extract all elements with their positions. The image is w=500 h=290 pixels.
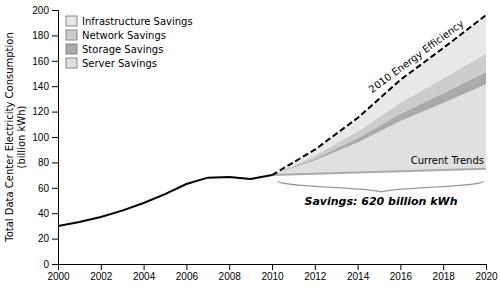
tick-label: 180: [32, 30, 49, 41]
tick-mark: [52, 137, 58, 138]
area: [272, 15, 486, 175]
tick-label: 2002: [90, 271, 113, 282]
tick: 2004: [133, 264, 156, 282]
tick: 80: [38, 157, 58, 168]
tick-label: 2018: [433, 271, 456, 282]
tick-mark: [358, 264, 359, 270]
tick: 160: [32, 56, 58, 67]
tick-label: 2000: [47, 271, 70, 282]
tick-label: 2008: [219, 271, 242, 282]
tick-label: 2020: [475, 271, 498, 282]
tick-mark: [101, 264, 102, 270]
tick-mark: [52, 162, 58, 163]
tick: 2014: [347, 264, 370, 282]
lines: [58, 15, 486, 226]
labels: Current Trends 2010 Energy Efficiency Savi…: [278, 18, 484, 208]
tick-label: 100: [32, 132, 49, 143]
legend-item: Server Savings: [66, 58, 157, 69]
tick: 2008: [219, 264, 242, 282]
tick: 120: [32, 106, 58, 117]
tick: 180: [32, 30, 58, 41]
legend: Infrastructure Savings Network Savings Sto…: [66, 16, 193, 69]
tick-mark: [52, 86, 58, 87]
tick-mark: [52, 239, 58, 240]
tick: 0: [43, 259, 58, 270]
legend-swatch: [66, 30, 77, 40]
y-axis: 0 20 40 60 80 100 120 140 160 180 200: [32, 5, 58, 270]
legend-swatch: [66, 16, 77, 26]
tick: 2020: [475, 264, 498, 282]
tick: 20: [38, 233, 58, 244]
tick: 40: [38, 208, 58, 219]
legend-label: Storage Savings: [82, 44, 163, 55]
tick-label: 80: [38, 157, 50, 168]
axis-line: [59, 265, 487, 271]
tick-mark: [144, 264, 145, 270]
series-label: Current Trends: [411, 155, 484, 166]
line: [272, 169, 486, 175]
tick: 140: [32, 81, 58, 92]
tick: 2006: [176, 264, 199, 282]
tick-mark: [52, 264, 58, 265]
tick-mark: [400, 264, 401, 270]
annotation: Savings: 620 billion kWh: [304, 195, 457, 208]
tick-label: 0: [43, 259, 49, 270]
tick: 60: [38, 183, 58, 194]
legend-swatch: [66, 58, 77, 68]
tick-mark: [186, 264, 187, 270]
areas: [272, 15, 486, 175]
tick-mark: [272, 264, 273, 270]
tick-mark: [486, 264, 487, 270]
tick-mark: [52, 61, 58, 62]
tick: 2012: [304, 264, 327, 282]
tick-label: 60: [38, 183, 50, 194]
tick: 200: [32, 5, 58, 16]
brace: [278, 181, 484, 192]
tick-mark: [443, 264, 444, 270]
chart: 2000200220042006200820102012201420162018…: [0, 0, 500, 290]
y-axis-title-line: (billion kWh): [16, 105, 27, 168]
marks: [58, 15, 486, 226]
tick-label: 120: [32, 106, 49, 117]
legend-item: Network Savings: [66, 30, 166, 41]
axis-line: [52, 11, 59, 265]
tick: 2000: [47, 264, 70, 282]
legend-item: Infrastructure Savings: [66, 16, 193, 27]
legend-label: Infrastructure Savings: [82, 16, 193, 27]
line: [272, 15, 486, 175]
tick: 100: [32, 132, 58, 143]
x-axis: 2000 2002 2004 2006 2008 2010 2012 2014 2016 2018…: [47, 264, 498, 282]
series-label: 2010 Energy Efficiency: [367, 18, 466, 95]
tick: 2010: [261, 264, 284, 282]
tick-mark: [52, 188, 58, 189]
tick-label: 2016: [390, 271, 413, 282]
tick-mark: [315, 264, 316, 270]
tick: 2016: [390, 264, 413, 282]
tick-mark: [52, 213, 58, 214]
tick-label: 160: [32, 56, 49, 67]
plot: 2000200220042006200820102012201420162018…: [32, 5, 498, 282]
tick: 2002: [90, 264, 113, 282]
tick-label: 2014: [347, 271, 370, 282]
tick-label: 2006: [176, 271, 199, 282]
tick: 2018: [433, 264, 456, 282]
tick-label: 140: [32, 81, 49, 92]
tick-mark: [52, 35, 58, 36]
legend-swatch: [66, 44, 77, 54]
tick-label: 2012: [304, 271, 327, 282]
tick-label: 200: [32, 5, 49, 16]
line: [58, 175, 272, 226]
tick-mark: [52, 10, 58, 11]
legend-item: Storage Savings: [66, 44, 163, 55]
y-axis-title: Total Data Center Electricity Consumptio…: [4, 32, 27, 243]
legend-label: Server Savings: [82, 58, 157, 69]
tick-label: 40: [38, 208, 50, 219]
tick-label: 2004: [133, 271, 156, 282]
legend-label: Network Savings: [82, 30, 166, 41]
tick-label: 20: [38, 233, 50, 244]
tick-label: 2010: [261, 271, 284, 282]
y-axis-title-line: Total Data Center Electricity Consumptio…: [4, 32, 15, 243]
tick-mark: [52, 112, 58, 113]
tick-mark: [229, 264, 230, 270]
